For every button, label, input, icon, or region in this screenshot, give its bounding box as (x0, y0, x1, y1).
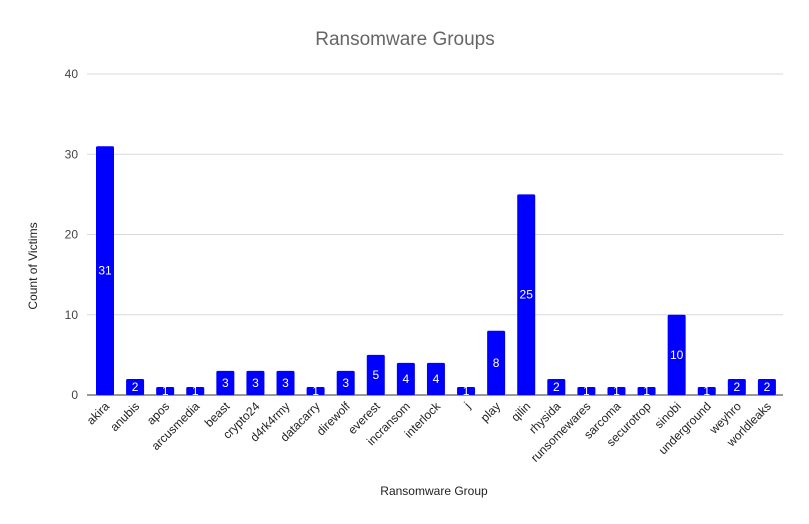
x-tick-label: anubis (107, 399, 142, 434)
data-label-incransom: 4 (403, 372, 410, 386)
y-tick-label: 30 (65, 147, 79, 161)
bar-rhysida (547, 378, 566, 395)
bar-akira (96, 146, 114, 395)
bar-sarcoma (607, 386, 626, 395)
data-label-rhysida: 2 (553, 380, 560, 394)
gridlines: 0 10 20 30 40 (65, 67, 783, 402)
data-label-datacarry: 1 (312, 384, 319, 398)
bar-arcusmedia (186, 386, 205, 395)
x-tick-label: j (461, 399, 473, 411)
bar-qilin (517, 194, 536, 395)
data-label-j: 1 (463, 384, 470, 398)
bars (96, 146, 776, 395)
data-label-underground: 1 (703, 384, 710, 398)
bar-everest (366, 354, 385, 395)
y-axis-title: Count of Victims (26, 222, 40, 309)
bar-j (457, 386, 476, 395)
chart-title: Ransomware Groups (315, 29, 495, 50)
data-label-direwolf: 3 (342, 376, 349, 390)
data-label-runsomewares: 1 (583, 384, 590, 398)
x-axis-title: Ransomware Group (380, 484, 488, 498)
bar-weyhro (727, 378, 746, 395)
bar-play (487, 330, 506, 395)
data-label-akira: 31 (98, 264, 112, 278)
bar-beast (216, 370, 235, 395)
bar-crypto24 (246, 370, 265, 395)
data-label-securotrop: 1 (643, 384, 650, 398)
bar-sinobi (667, 314, 686, 395)
bar-securotrop (637, 386, 656, 395)
data-label-crypto24: 3 (252, 376, 259, 390)
data-label-qilin: 25 (520, 288, 534, 302)
y-tick-label: 20 (65, 228, 79, 242)
bar-runsomewares (577, 386, 596, 395)
data-label-weyhro: 2 (733, 380, 740, 394)
y-tick-label: 10 (65, 308, 79, 322)
x-tick-label: play (478, 399, 503, 424)
bar-anubis (126, 378, 145, 395)
data-label-d4rk4rmy: 3 (282, 376, 289, 390)
data-label-interlock: 4 (433, 372, 440, 386)
bar-direwolf (336, 370, 355, 395)
data-label-arcusmedia: 1 (192, 384, 199, 398)
bar-datacarry (306, 386, 325, 395)
data-label-anubis: 2 (132, 380, 139, 394)
y-tick-label: 40 (65, 67, 79, 81)
data-label-worldleaks: 2 (764, 380, 771, 394)
x-tick-label: qilin (508, 399, 533, 424)
data-label-apos: 1 (162, 384, 169, 398)
bar-interlock (426, 362, 445, 395)
bar-underground (697, 386, 716, 395)
bar-d4rk4rmy (276, 370, 295, 395)
bar-apos (156, 386, 175, 395)
bar-incransom (396, 362, 415, 395)
bar-worldleaks (757, 378, 776, 395)
data-label-sarcoma: 1 (613, 384, 620, 398)
x-tick-label: direwolf (314, 399, 354, 439)
data-label-play: 8 (493, 356, 500, 370)
data-label-beast: 3 (222, 376, 229, 390)
data-label-sinobi: 10 (670, 348, 684, 362)
data-label-everest: 5 (372, 368, 379, 382)
y-tick-label: 0 (71, 388, 78, 402)
